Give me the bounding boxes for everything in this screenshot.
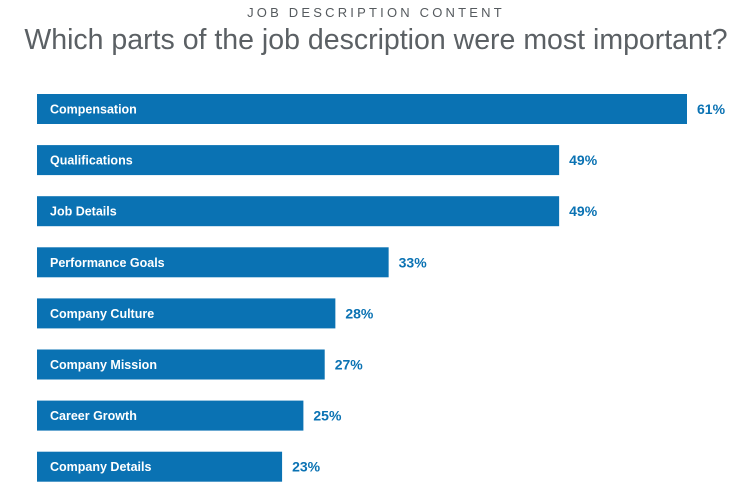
category-label-qualifications: Qualifications [50, 154, 133, 168]
category-label-performance-goals: Performance Goals [50, 256, 165, 270]
value-label-job-details: 49% [569, 203, 598, 219]
bar-performance-goals [37, 247, 389, 278]
bar-company-details [37, 451, 283, 482]
bar-career-growth [37, 400, 304, 431]
category-label-company-mission: Company Mission [50, 358, 157, 372]
value-label-career-growth: 25% [313, 408, 342, 424]
bar-job-details [37, 196, 560, 227]
bar-company-mission [37, 349, 325, 380]
category-label-job-details: Job Details [50, 205, 117, 219]
value-label-compensation: 61% [697, 101, 726, 117]
bar-qualifications [37, 145, 560, 176]
chart-title: Which parts of the job description were … [24, 24, 728, 56]
bar-compensation [37, 94, 687, 124]
value-label-company-mission: 27% [335, 357, 364, 373]
category-label-company-culture: Company Culture [50, 307, 154, 321]
category-label-company-details: Company Details [50, 460, 151, 474]
bar-company-culture [37, 298, 336, 329]
category-label-compensation: Compensation [50, 103, 137, 117]
value-label-qualifications: 49% [569, 152, 598, 168]
value-label-performance-goals: 33% [399, 254, 428, 270]
chart-eyebrow: JOB DESCRIPTION CONTENT [247, 5, 505, 20]
value-label-company-details: 23% [292, 459, 321, 475]
value-label-company-culture: 28% [345, 305, 374, 321]
category-label-career-growth: Career Growth [50, 409, 137, 423]
